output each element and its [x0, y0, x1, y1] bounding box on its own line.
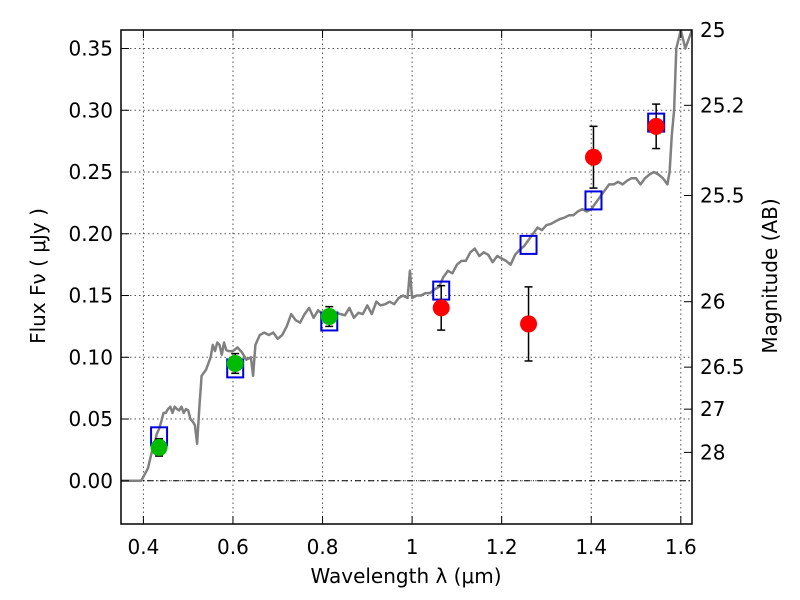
observed-flux-point — [584, 148, 602, 166]
x-tick-label: 0.6 — [217, 535, 249, 559]
y-axis: 0.00 0.05 0.10 0.15 0.20 0.25 0.30 0.35 — [68, 37, 129, 493]
y2-tick-label: 25.5 — [700, 183, 745, 207]
x-tick-label: 0.8 — [307, 535, 339, 559]
y-axis-label: Flux Fν ( μJy ) — [26, 208, 50, 344]
observed-flux-point — [320, 308, 338, 326]
y-tick-label: 0.30 — [68, 98, 113, 122]
grid-lines — [121, 30, 692, 524]
x-tick-label: 1.4 — [575, 535, 607, 559]
x-tick-label: 1.2 — [486, 535, 518, 559]
y-tick-label: 0.15 — [68, 284, 113, 308]
y-tick-label: 0.20 — [68, 222, 113, 246]
y-tick-label: 0.05 — [68, 407, 113, 431]
observed-flux-point — [647, 117, 665, 135]
model-photometry-square — [519, 234, 538, 255]
y-tick-label: 0.25 — [68, 160, 113, 184]
y-tick-label: 0.00 — [68, 469, 113, 493]
y2-tick-label: 25.2 — [700, 93, 745, 117]
y2-axis: 25 25.2 25.5 26 26.5 27 28 — [684, 18, 745, 464]
observed-flux-point — [150, 438, 168, 456]
y2-tick-label: 26.5 — [700, 355, 745, 379]
x-tick-label: 0.4 — [127, 535, 159, 559]
model-photometry-square — [584, 190, 603, 211]
x-tick-label: 1.6 — [665, 535, 697, 559]
y2-tick-label: 28 — [700, 440, 725, 464]
y-tick-label: 0.35 — [68, 37, 113, 61]
x-axis: 0.4 0.6 0.8 1 1.2 1.4 1.6 — [127, 30, 697, 559]
y-tick-label: 0.10 — [68, 345, 113, 369]
x-tick-label: 1 — [406, 535, 419, 559]
y2-tick-label: 25 — [700, 18, 725, 42]
model-spectrum-line — [121, 30, 692, 483]
y2-tick-label: 26 — [700, 290, 725, 314]
spectrum-layer — [121, 30, 692, 483]
y2-axis-label: Magnitude (AB) — [758, 198, 782, 353]
observed-flux-point — [432, 299, 450, 317]
y2-tick-label: 27 — [700, 397, 725, 421]
observed-flux-point — [226, 354, 244, 372]
points-layer — [150, 103, 666, 457]
plot-frame — [120, 29, 693, 525]
observed-flux-point — [520, 315, 538, 333]
x-axis-label: Wavelength λ (μm) — [310, 564, 501, 588]
